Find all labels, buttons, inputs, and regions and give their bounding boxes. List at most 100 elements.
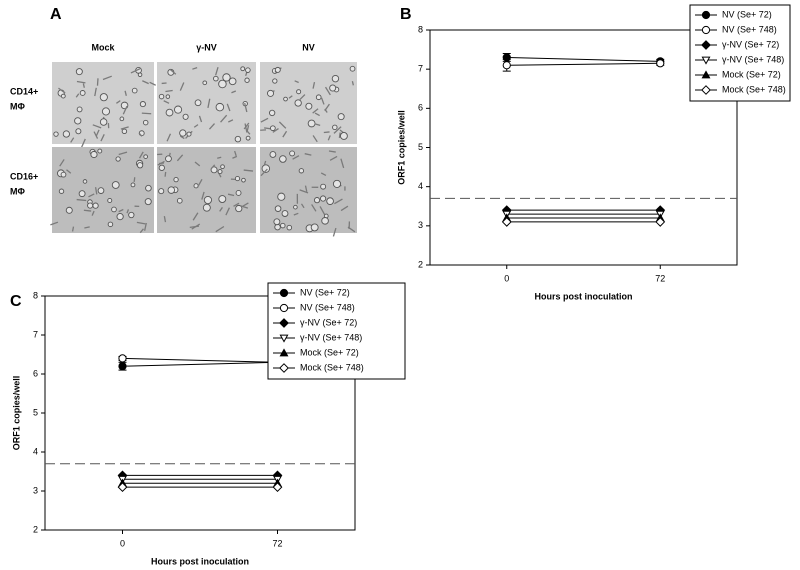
cell xyxy=(165,108,174,117)
cell xyxy=(294,99,302,107)
cell xyxy=(94,87,97,97)
micrograph xyxy=(157,62,256,144)
cell xyxy=(213,75,219,82)
cell xyxy=(260,168,268,177)
legend-label: NV (Se+ 748) xyxy=(300,302,355,312)
cell xyxy=(339,132,348,140)
cell xyxy=(327,135,331,141)
cell xyxy=(245,67,251,73)
cell xyxy=(167,186,176,194)
cell xyxy=(158,164,165,171)
cell xyxy=(115,156,121,162)
cell xyxy=(203,195,213,205)
cell xyxy=(320,183,327,190)
cell xyxy=(80,138,86,148)
cell xyxy=(75,93,80,98)
cell xyxy=(311,204,317,212)
cell xyxy=(272,78,278,84)
cell xyxy=(231,90,237,94)
cell xyxy=(324,103,330,112)
cell xyxy=(314,112,320,117)
cell xyxy=(165,89,173,93)
legend-box xyxy=(689,4,791,102)
cell xyxy=(202,80,208,86)
cell xyxy=(217,156,222,159)
cell xyxy=(157,160,165,166)
cell xyxy=(173,176,179,183)
cell xyxy=(79,90,86,96)
cell xyxy=(76,198,87,202)
cell xyxy=(149,81,156,86)
cell xyxy=(246,125,250,132)
cell xyxy=(99,93,108,102)
cell xyxy=(165,94,171,99)
cell xyxy=(319,195,327,202)
cell xyxy=(349,65,356,72)
cell xyxy=(82,83,85,88)
cell xyxy=(76,106,83,113)
marker xyxy=(272,482,283,493)
cell xyxy=(145,184,152,192)
legend-marker xyxy=(279,303,289,313)
cell xyxy=(332,179,342,188)
cell xyxy=(60,93,66,99)
cell xyxy=(136,221,146,225)
legend-label: NV (Se+ 72) xyxy=(300,287,350,297)
cell xyxy=(319,206,326,215)
cell xyxy=(315,94,322,101)
cell xyxy=(88,193,95,198)
cell xyxy=(273,218,281,226)
cell xyxy=(312,108,319,114)
y-tick-label: 6 xyxy=(418,103,423,113)
cell xyxy=(179,135,185,140)
cell xyxy=(192,212,199,221)
x-tick-label: 0 xyxy=(504,273,509,283)
series-line xyxy=(122,361,278,367)
cell xyxy=(92,202,99,209)
cell xyxy=(60,171,67,178)
cell xyxy=(320,172,327,177)
cell xyxy=(321,217,329,225)
cell xyxy=(74,117,82,125)
cell xyxy=(292,155,300,160)
legend-label: γ-NV (Se+ 748) xyxy=(722,54,784,64)
cell xyxy=(176,197,183,204)
cell xyxy=(130,182,136,188)
cell xyxy=(122,105,128,115)
legend-marker xyxy=(701,56,711,65)
cell xyxy=(293,204,298,210)
cell xyxy=(263,160,267,166)
cell xyxy=(299,189,309,194)
cell xyxy=(99,118,108,126)
legend-marker xyxy=(279,363,289,373)
cell xyxy=(142,119,149,126)
cell xyxy=(328,150,336,153)
cell xyxy=(304,153,312,156)
cell xyxy=(334,198,343,205)
legend-marker xyxy=(701,10,711,20)
cell xyxy=(59,159,65,167)
cell xyxy=(101,107,111,116)
column-header: γ-NV xyxy=(196,42,217,52)
y-tick-label: 3 xyxy=(33,485,38,495)
legend-label: NV (Se+ 748) xyxy=(722,24,777,34)
marker xyxy=(502,61,511,70)
cell xyxy=(332,124,338,131)
row-label: CD14+ xyxy=(10,86,38,96)
legend-marker xyxy=(279,288,289,298)
cell xyxy=(100,134,105,142)
series-line xyxy=(506,62,661,66)
cell xyxy=(227,193,235,197)
series-line xyxy=(506,56,661,62)
cell xyxy=(243,169,254,172)
cell xyxy=(235,190,242,196)
cell xyxy=(121,128,128,135)
cell xyxy=(136,162,144,169)
cell xyxy=(90,150,98,159)
legend-marker xyxy=(701,70,711,79)
cell xyxy=(270,125,276,132)
cell xyxy=(225,207,230,216)
cell xyxy=(128,211,135,219)
y-tick-label: 2 xyxy=(33,524,38,534)
panel-label: B xyxy=(400,6,412,23)
